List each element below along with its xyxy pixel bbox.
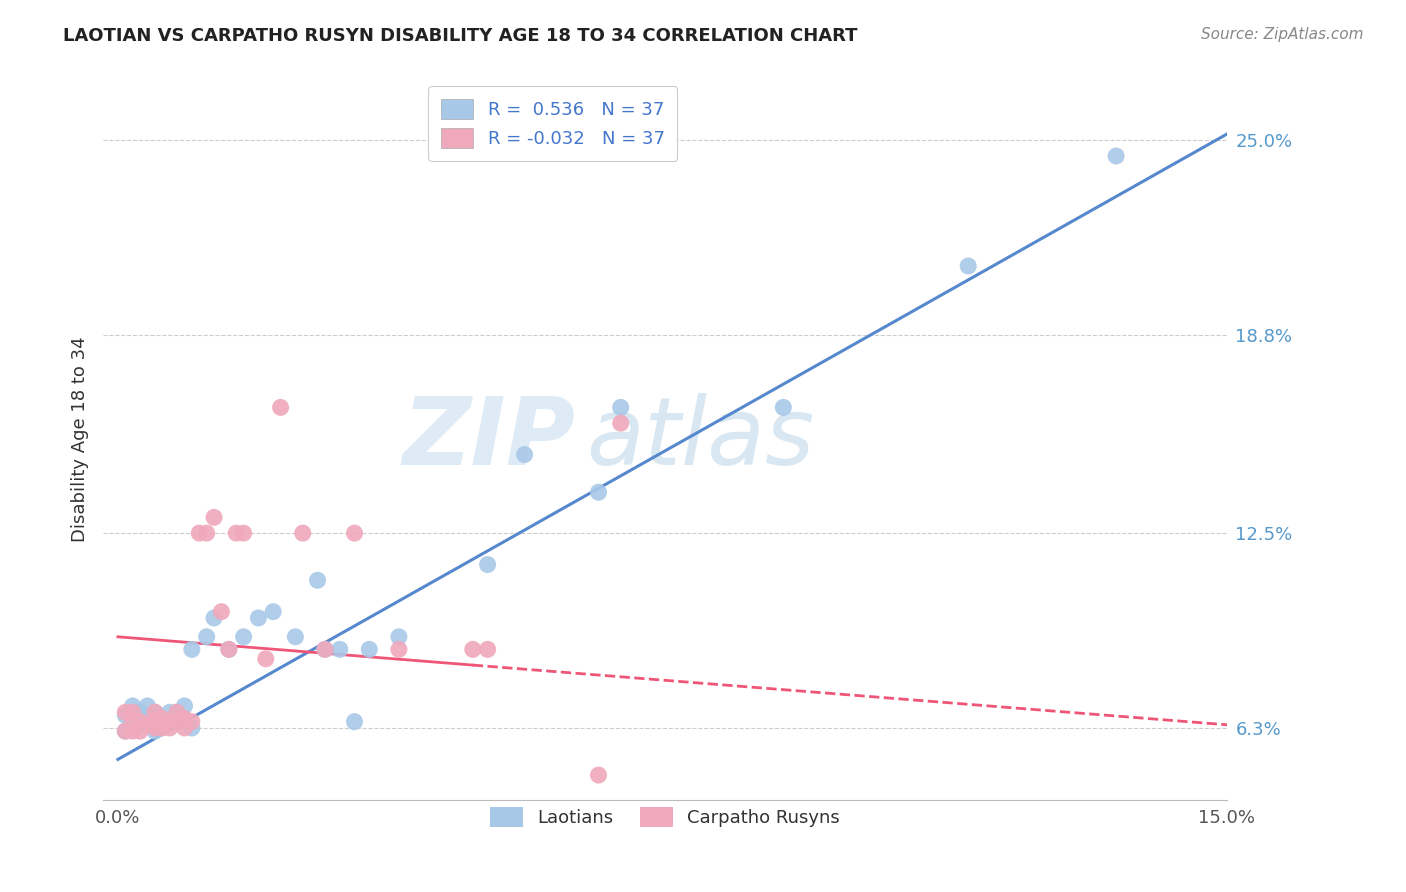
Point (173, 712, 195, 726)
Point (359, 642, 381, 657)
Point (772, 401, 794, 415)
Point (173, 698, 195, 713)
Point (143, 705, 166, 719)
Point (114, 705, 136, 719)
Point (218, 642, 240, 657)
Point (262, 605, 284, 619)
Point (173, 721, 195, 735)
Point (477, 642, 499, 657)
Point (136, 714, 159, 729)
Point (609, 401, 631, 415)
Point (195, 630, 218, 644)
Point (129, 705, 152, 719)
Point (114, 724, 136, 739)
Point (143, 721, 166, 735)
Point (121, 698, 143, 713)
Point (166, 705, 188, 719)
Point (270, 401, 292, 415)
Point (188, 526, 211, 541)
Point (121, 714, 143, 729)
Point (136, 718, 159, 732)
Point (218, 642, 240, 657)
Point (957, 259, 980, 273)
Point (343, 526, 366, 541)
Point (150, 714, 173, 729)
Point (180, 714, 202, 729)
Point (307, 573, 329, 587)
Point (143, 724, 166, 739)
Point (254, 652, 277, 666)
Point (129, 718, 152, 732)
Point (150, 721, 173, 735)
Point (1105, 149, 1128, 163)
Point (114, 724, 136, 739)
Point (121, 705, 143, 719)
Point (314, 642, 336, 657)
Text: atlas: atlas (586, 393, 814, 484)
Point (143, 705, 166, 719)
Point (329, 642, 352, 657)
Point (180, 642, 202, 657)
Point (388, 630, 411, 644)
Point (136, 698, 159, 713)
Point (588, 485, 610, 500)
Point (129, 724, 152, 739)
Point (225, 526, 247, 541)
Point (159, 721, 181, 735)
Point (232, 526, 254, 541)
Point (180, 721, 202, 735)
Point (291, 526, 314, 541)
Point (166, 714, 188, 729)
Point (121, 705, 143, 719)
Point (202, 611, 225, 625)
Point (388, 642, 411, 657)
Point (159, 705, 181, 719)
Point (143, 714, 166, 729)
Point (129, 714, 152, 729)
Text: LAOTIAN VS CARPATHO RUSYN DISABILITY AGE 18 TO 34 CORRELATION CHART: LAOTIAN VS CARPATHO RUSYN DISABILITY AGE… (63, 27, 858, 45)
Point (314, 642, 336, 657)
Point (461, 642, 484, 657)
Point (121, 724, 143, 739)
Point (513, 448, 536, 462)
Legend: Laotians, Carpatho Rusyns: Laotians, Carpatho Rusyns (482, 800, 848, 835)
Point (609, 416, 631, 430)
Point (247, 611, 270, 625)
Point (159, 714, 181, 729)
Point (477, 558, 499, 572)
Point (195, 526, 218, 541)
Point (209, 605, 232, 619)
Point (343, 714, 366, 729)
Point (150, 712, 173, 726)
Point (121, 721, 143, 735)
Y-axis label: Disability Age 18 to 34: Disability Age 18 to 34 (72, 336, 89, 541)
Point (588, 768, 610, 782)
Point (284, 630, 307, 644)
Point (114, 708, 136, 723)
Text: Source: ZipAtlas.com: Source: ZipAtlas.com (1201, 27, 1364, 42)
Point (166, 705, 188, 719)
Point (202, 510, 225, 524)
Text: ZIP: ZIP (402, 392, 575, 485)
Point (232, 630, 254, 644)
